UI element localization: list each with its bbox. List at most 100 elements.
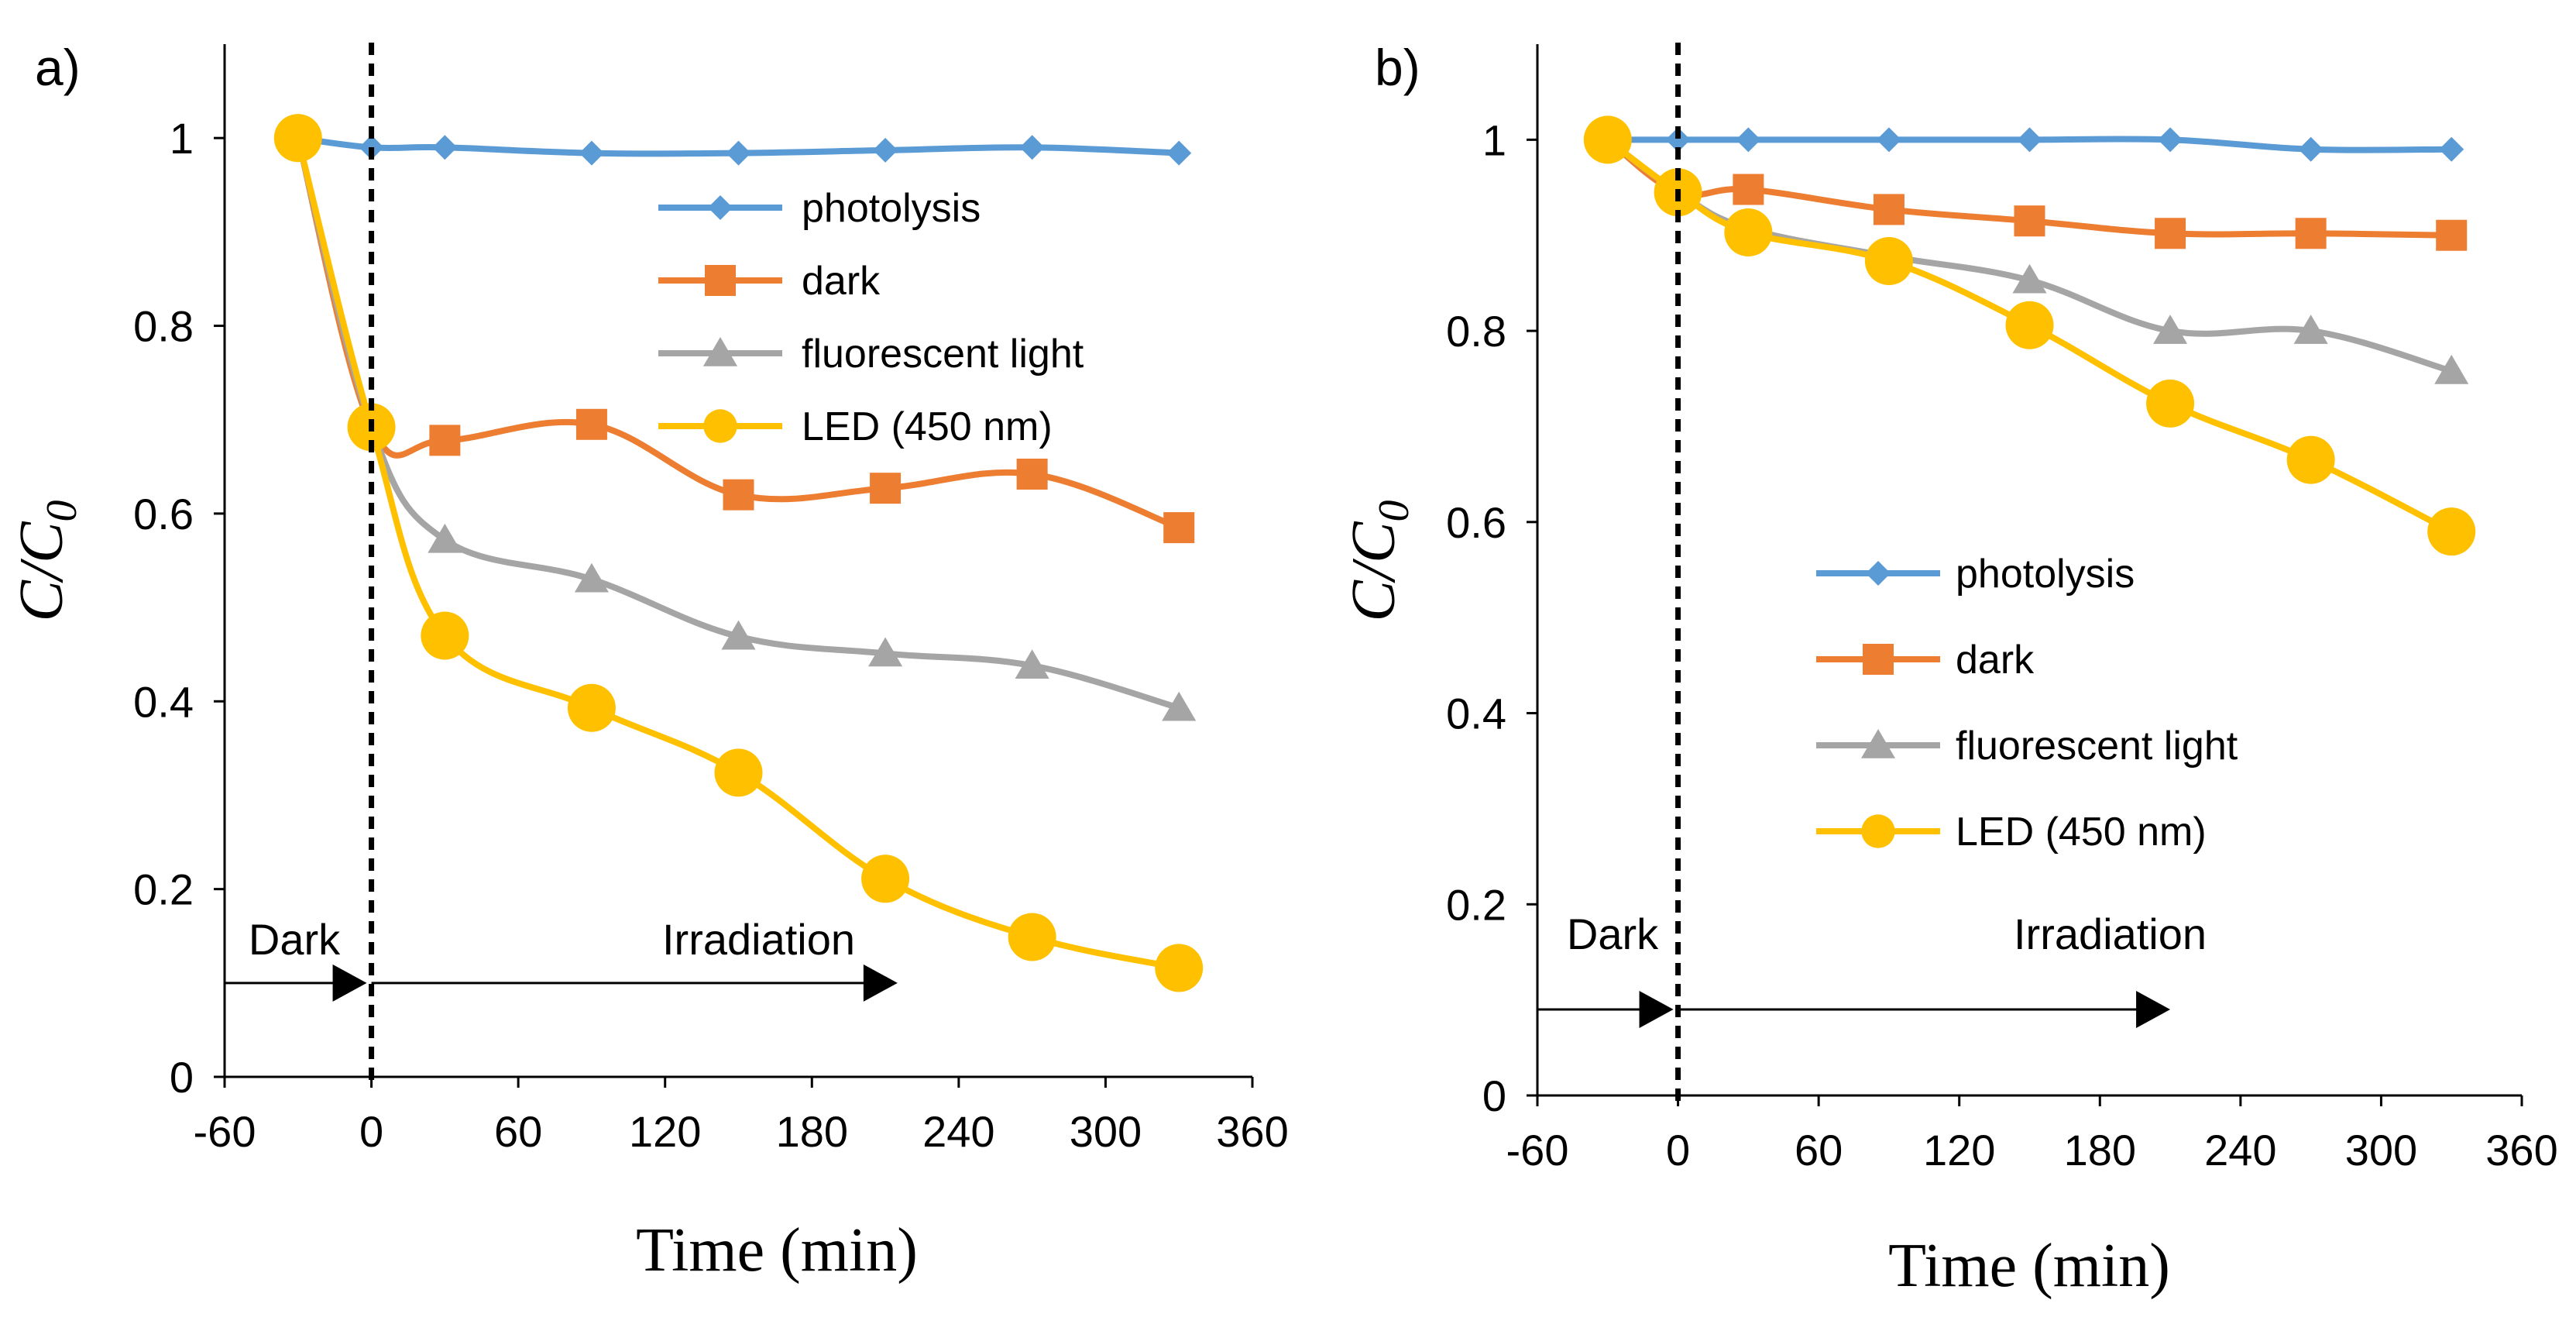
legend-marker-dark xyxy=(1863,644,1894,675)
panel-label: a) xyxy=(35,39,81,96)
data-point-dark xyxy=(575,408,607,440)
data-point-led xyxy=(2146,379,2195,428)
legend-label: fluorescent light xyxy=(1956,724,2238,769)
dark-arrow-head xyxy=(332,964,367,1002)
data-point-fluorescent xyxy=(721,620,756,650)
x-tick-label: 240 xyxy=(2204,1126,2276,1174)
data-point-fluorescent xyxy=(2434,354,2469,384)
irradiation-arrow-head xyxy=(2136,990,2171,1028)
data-point-fluorescent xyxy=(574,562,609,593)
data-point-led xyxy=(421,611,469,660)
x-axis-label: Time (min) xyxy=(1888,1232,2170,1300)
data-point-led xyxy=(1008,913,1056,961)
irradiation-label: Irradiation xyxy=(2014,910,2207,958)
chart-panel-a: a)-60 0 60 120 180 240 300 36000.20.40.60.81Tim… xyxy=(8,39,1289,1284)
data-point-fluorescent xyxy=(2153,315,2188,344)
dark-label: Dark xyxy=(1567,910,1659,958)
y-tick-label: 0 xyxy=(1482,1071,1506,1120)
data-point-dark xyxy=(2155,218,2186,249)
data-point-dark xyxy=(1163,512,1195,544)
legend: photolysis dark fluorescent light LED (450 … xyxy=(658,186,1084,449)
x-tick-label: -60 xyxy=(194,1107,256,1156)
data-point-photolysis xyxy=(432,135,458,160)
y-tick-label: 0.2 xyxy=(1446,880,1506,929)
y-tick-label: 0.6 xyxy=(133,490,194,538)
chart-panel-b: b)-60 0 60 120 180 240 300 36000.20.40.60.81Tim… xyxy=(1340,39,2558,1300)
data-point-photolysis xyxy=(2298,136,2324,162)
x-axis-label: Time (min) xyxy=(636,1216,918,1284)
data-point-dark xyxy=(429,425,461,456)
y-axis-label-subscript: 0 xyxy=(38,500,86,522)
data-point-dark xyxy=(870,473,902,504)
data-point-dark xyxy=(2014,205,2045,237)
x-tick-label: 360 xyxy=(2485,1126,2557,1174)
legend-marker-photolysis xyxy=(708,195,733,220)
legend-marker-fluorescent xyxy=(1860,729,1896,758)
data-point-led xyxy=(1155,944,1204,992)
data-point-fluorescent xyxy=(2293,315,2328,344)
y-tick-label: 1 xyxy=(1482,115,1506,164)
y-axis-label-main: C/C xyxy=(1340,521,1408,622)
data-point-fluorescent xyxy=(428,523,462,553)
data-point-photolysis xyxy=(1019,135,1045,160)
x-tick-label: 120 xyxy=(629,1107,701,1156)
y-tick-label: 0.6 xyxy=(1446,498,1506,547)
y-tick-label: 0.4 xyxy=(1446,690,1506,738)
data-point-photolysis xyxy=(726,140,751,166)
y-tick-label: 0.4 xyxy=(133,677,194,726)
data-point-led xyxy=(1724,208,1773,257)
legend-label: fluorescent light xyxy=(802,332,1084,377)
y-axis-label-main: C/C xyxy=(8,521,76,622)
y-axis-label: C/C0 xyxy=(8,500,86,622)
x-tick-label: 360 xyxy=(1216,1107,1288,1156)
data-point-led xyxy=(861,855,910,903)
legend-marker-led xyxy=(1861,814,1895,848)
data-point-dark xyxy=(1733,174,1764,205)
x-tick-label: 0 xyxy=(1666,1126,1690,1174)
data-point-dark xyxy=(1016,459,1048,490)
legend-marker-dark xyxy=(705,265,736,296)
data-point-photolysis xyxy=(1166,140,1192,166)
data-point-led xyxy=(2286,435,2335,484)
legend-label: photolysis xyxy=(802,186,981,231)
x-tick-label: 180 xyxy=(2064,1126,2136,1174)
y-axis-label: C/C0 xyxy=(1340,500,1418,622)
x-tick-label: 240 xyxy=(922,1107,994,1156)
x-tick-label: 120 xyxy=(1923,1126,1995,1174)
data-point-dark xyxy=(2436,219,2468,251)
legend-marker-fluorescent xyxy=(702,337,738,366)
data-point-photolysis xyxy=(579,140,604,166)
data-point-photolysis xyxy=(2017,127,2042,153)
data-point-photolysis xyxy=(1665,127,1691,153)
y-axis-label-subscript: 0 xyxy=(1370,500,1418,522)
legend: photolysis dark fluorescent light LED (450 … xyxy=(1816,552,2238,855)
x-tick-label: -60 xyxy=(1506,1126,1569,1174)
y-tick-label: 0.8 xyxy=(1446,307,1506,356)
data-point-photolysis xyxy=(1876,127,1901,153)
dark-label: Dark xyxy=(249,915,341,964)
y-tick-label: 0.8 xyxy=(133,302,194,351)
dark-arrow-head xyxy=(1639,990,1674,1028)
y-tick-label: 0.2 xyxy=(133,865,194,914)
x-tick-label: 300 xyxy=(1070,1107,1142,1156)
x-tick-label: 300 xyxy=(2345,1126,2417,1174)
data-point-photolysis xyxy=(2158,127,2183,153)
data-point-photolysis xyxy=(1736,127,1761,153)
series-line-led xyxy=(294,135,1183,972)
data-point-led xyxy=(1864,237,1913,286)
legend-label: LED (450 nm) xyxy=(1956,810,2207,855)
legend-label: photolysis xyxy=(1956,552,2135,597)
data-point-led xyxy=(2005,301,2054,349)
data-point-fluorescent xyxy=(868,637,903,667)
data-point-fluorescent xyxy=(1015,649,1049,679)
irradiation-label: Irradiation xyxy=(662,915,855,964)
data-point-led xyxy=(714,748,763,797)
data-point-photolysis xyxy=(2439,136,2464,162)
irradiation-arrow-head xyxy=(863,964,898,1002)
y-tick-label: 1 xyxy=(170,114,194,163)
data-point-led xyxy=(1583,115,1632,164)
y-tick-label: 0 xyxy=(170,1053,194,1102)
data-point-photolysis xyxy=(873,137,898,163)
legend-label: LED (450 nm) xyxy=(802,404,1053,449)
